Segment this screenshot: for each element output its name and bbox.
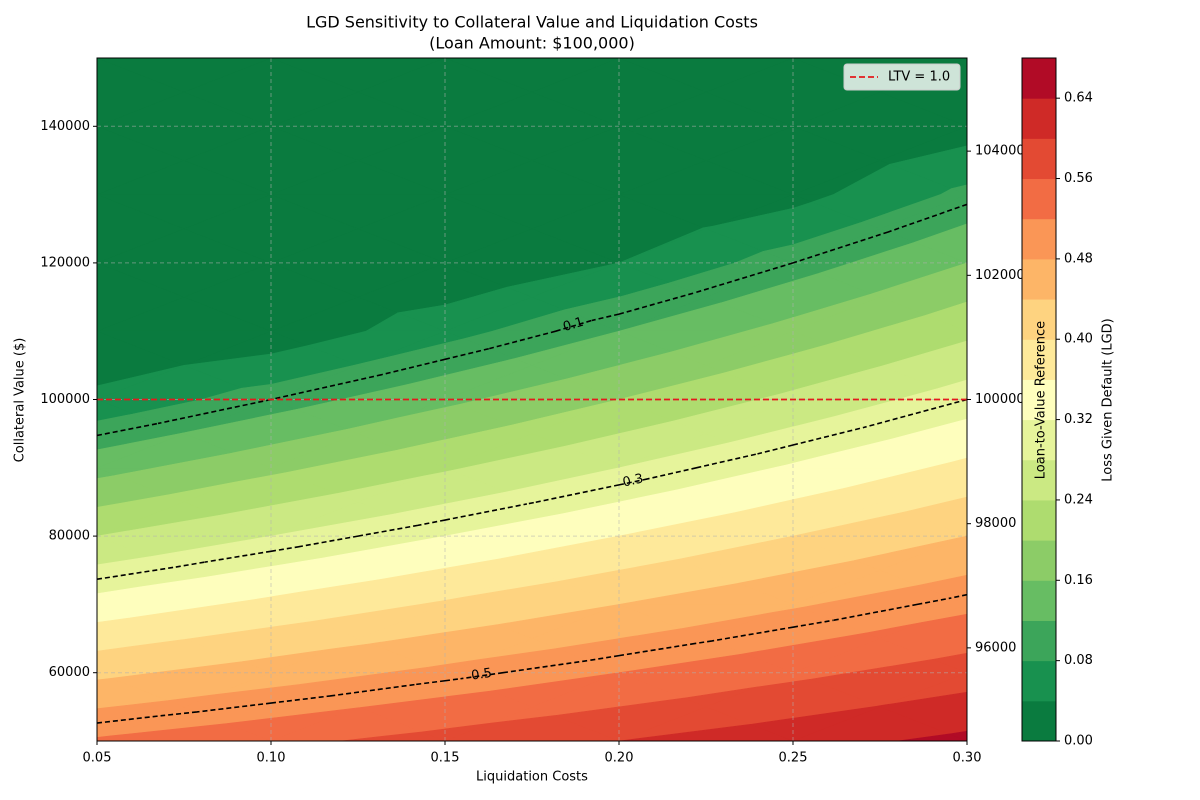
y-tick-label: 100000	[40, 392, 90, 407]
y2-tick-label: 102000	[975, 268, 1025, 283]
colorbar-band	[1022, 540, 1056, 581]
colorbar-tick-label: 0.64	[1064, 91, 1093, 106]
x-tick-label: 0.10	[257, 751, 286, 766]
colorbar-band	[1022, 660, 1056, 702]
contour-line	[97, 593, 967, 724]
x-tick-label: 0.15	[431, 751, 460, 766]
colorbar-tick-label: 0.16	[1064, 573, 1093, 588]
colorbar-frame	[1021, 57, 1057, 742]
colorbar-label: Loss Given Default (LGD)	[1101, 318, 1116, 482]
colorbar-band	[1022, 178, 1056, 220]
contour-band	[340, 652, 967, 741]
colorbar-band	[1022, 339, 1056, 380]
contour-label: 0.1	[561, 315, 585, 335]
y2-axis-label: Loan-to-Value Reference	[1034, 321, 1049, 479]
y2-tick-label: 96000	[975, 640, 1016, 655]
chart-subtitle: (Loan Amount: $100,000)	[429, 34, 635, 53]
colorbar-band	[1022, 700, 1056, 742]
x-tick-label: 0.20	[605, 751, 634, 766]
contour-label: 0.3	[621, 471, 644, 490]
y2-tick-label: 104000	[975, 144, 1025, 159]
colorbar-tick-label: 0.32	[1064, 412, 1093, 427]
colorbar-band	[1022, 620, 1056, 662]
x-tick-label: 0.25	[779, 751, 808, 766]
y-tick-label: 80000	[49, 529, 90, 544]
colorbar-band	[1022, 218, 1056, 260]
colorbar-band	[1022, 98, 1056, 139]
y-axis-label: Collateral Value ($)	[13, 338, 28, 463]
colorbar-tick-label: 0.56	[1064, 171, 1093, 186]
chart-title: LGD Sensitivity to Collateral Value and …	[306, 13, 758, 32]
colorbar-band	[1022, 138, 1056, 180]
colorbar-band	[1022, 499, 1056, 541]
colorbar-tick-label: 0.24	[1064, 492, 1093, 507]
colorbar-band	[1022, 580, 1056, 621]
colorbar-band	[1022, 299, 1056, 340]
contour-label: 0.5	[470, 666, 493, 684]
y-tick-label: 140000	[40, 119, 90, 134]
contour-line	[97, 398, 967, 581]
colorbar-band	[1022, 419, 1056, 461]
colorbar-tick-label: 0.40	[1064, 332, 1093, 347]
colorbar-band	[1022, 258, 1056, 300]
contour-band	[897, 730, 967, 741]
y2-tick-label: 100000	[975, 392, 1025, 407]
legend-label: LTV = 1.0	[888, 70, 950, 85]
colorbar-tick-label: 0.48	[1064, 251, 1093, 266]
y-tick-label: 120000	[40, 255, 90, 270]
colorbar-tick-label: 0.00	[1064, 734, 1093, 749]
legend-box	[843, 63, 961, 91]
y2-tick-label: 98000	[975, 516, 1016, 531]
x-tick-label: 0.30	[953, 751, 982, 766]
colorbar-tick-label: 0.08	[1064, 653, 1093, 668]
x-tick-label: 0.05	[83, 751, 112, 766]
contour-band	[97, 145, 967, 422]
colorbar-band	[1022, 58, 1056, 99]
y-tick-label: 60000	[49, 665, 90, 680]
colorbar-band	[1022, 459, 1056, 501]
colorbar-band	[1022, 379, 1056, 421]
x-axis-label: Liquidation Costs	[476, 770, 588, 785]
